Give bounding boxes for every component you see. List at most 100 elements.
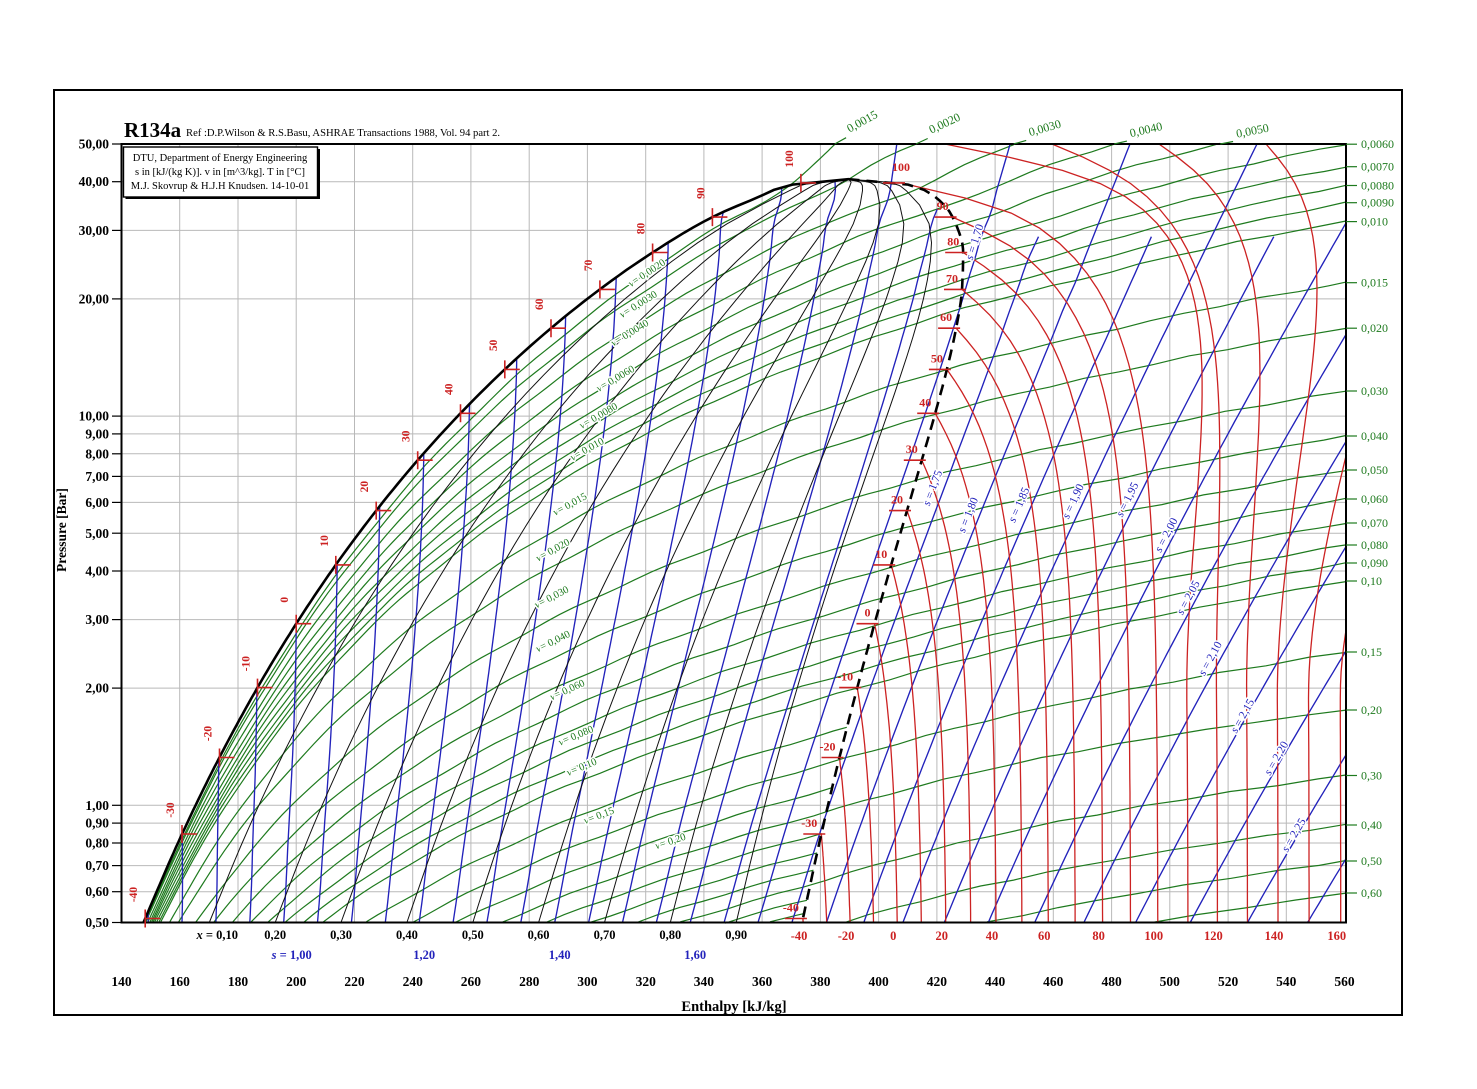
svg-text:0,60: 0,60 bbox=[528, 928, 550, 942]
svg-text:1,00: 1,00 bbox=[85, 798, 109, 813]
svg-text:50,00: 50,00 bbox=[79, 137, 110, 152]
svg-text:120: 120 bbox=[1204, 929, 1223, 943]
svg-text:0,60: 0,60 bbox=[1361, 886, 1382, 900]
svg-text:-10: -10 bbox=[241, 656, 253, 672]
svg-text:0,050: 0,050 bbox=[1361, 463, 1388, 477]
svg-text:160: 160 bbox=[1327, 929, 1346, 943]
svg-text:0,70: 0,70 bbox=[594, 928, 616, 942]
svg-text:-30: -30 bbox=[801, 816, 817, 830]
svg-text:-20: -20 bbox=[838, 929, 855, 943]
svg-text:20: 20 bbox=[891, 493, 903, 507]
svg-text:-20: -20 bbox=[820, 740, 836, 754]
svg-text:Pressure [Bar]: Pressure [Bar] bbox=[54, 488, 69, 572]
svg-text:0,50: 0,50 bbox=[85, 915, 109, 930]
svg-text:10: 10 bbox=[875, 547, 887, 561]
svg-text:100: 100 bbox=[1144, 929, 1163, 943]
svg-text:80: 80 bbox=[1092, 929, 1105, 943]
svg-text:0,0070: 0,0070 bbox=[1361, 160, 1394, 174]
svg-text:30: 30 bbox=[401, 430, 413, 442]
svg-text:520: 520 bbox=[1218, 974, 1239, 989]
svg-text:0: 0 bbox=[865, 606, 871, 620]
svg-text:440: 440 bbox=[985, 974, 1006, 989]
svg-text:Enthalpy [kJ/kg]: Enthalpy [kJ/kg] bbox=[681, 999, 786, 1015]
svg-text:6,00: 6,00 bbox=[85, 495, 109, 510]
svg-text:260: 260 bbox=[461, 974, 482, 989]
svg-text:50: 50 bbox=[488, 339, 500, 351]
svg-text:200: 200 bbox=[286, 974, 307, 989]
svg-text:0,40: 0,40 bbox=[396, 928, 418, 942]
svg-text:20: 20 bbox=[359, 481, 371, 493]
svg-text:40,00: 40,00 bbox=[79, 174, 110, 189]
svg-text:70: 70 bbox=[583, 259, 595, 271]
svg-text:s in [kJ/(kg K)]. v in [m^3/kg: s in [kJ/(kg K)]. v in [m^3/kg]. T in [°… bbox=[135, 167, 305, 178]
svg-text:70: 70 bbox=[946, 271, 958, 285]
svg-text:4,00: 4,00 bbox=[85, 564, 109, 579]
svg-text:-40: -40 bbox=[783, 901, 799, 915]
svg-text:0,080: 0,080 bbox=[1361, 538, 1388, 552]
svg-text:0,0050: 0,0050 bbox=[1235, 121, 1270, 141]
svg-text:540: 540 bbox=[1276, 974, 1297, 989]
svg-text:480: 480 bbox=[1101, 974, 1122, 989]
svg-text:140: 140 bbox=[1265, 929, 1284, 943]
svg-text:50: 50 bbox=[931, 351, 943, 365]
svg-text:300: 300 bbox=[577, 974, 598, 989]
svg-text:40: 40 bbox=[919, 395, 931, 409]
svg-text:240: 240 bbox=[403, 974, 424, 989]
svg-text:x = 0,10: x = 0,10 bbox=[196, 928, 239, 942]
svg-text:0,50: 0,50 bbox=[1361, 854, 1382, 868]
svg-text:360: 360 bbox=[752, 974, 773, 989]
svg-text:1,40: 1,40 bbox=[549, 948, 571, 962]
svg-text:280: 280 bbox=[519, 974, 540, 989]
svg-text:0,80: 0,80 bbox=[659, 928, 681, 942]
svg-text:100: 100 bbox=[784, 150, 796, 168]
svg-text:10: 10 bbox=[319, 535, 331, 547]
svg-text:0,010: 0,010 bbox=[1361, 215, 1388, 229]
svg-text:0,0060: 0,0060 bbox=[1361, 137, 1394, 151]
svg-text:0,40: 0,40 bbox=[1361, 818, 1382, 832]
svg-text:320: 320 bbox=[636, 974, 657, 989]
svg-text:0,030: 0,030 bbox=[1361, 384, 1388, 398]
svg-text:-40: -40 bbox=[791, 929, 808, 943]
svg-text:0: 0 bbox=[890, 929, 896, 943]
svg-text:400: 400 bbox=[868, 974, 889, 989]
svg-text:60: 60 bbox=[1038, 929, 1051, 943]
svg-text:90: 90 bbox=[695, 187, 707, 199]
svg-text:0,50: 0,50 bbox=[462, 928, 484, 942]
svg-text:0,30: 0,30 bbox=[330, 928, 352, 942]
svg-text:0,90: 0,90 bbox=[725, 928, 747, 942]
svg-text:220: 220 bbox=[344, 974, 365, 989]
svg-text:340: 340 bbox=[694, 974, 715, 989]
svg-text:9,00: 9,00 bbox=[85, 426, 109, 441]
svg-text:R134a: R134a bbox=[124, 118, 182, 142]
svg-text:180: 180 bbox=[228, 974, 249, 989]
svg-text:5,00: 5,00 bbox=[85, 526, 109, 541]
svg-text:Ref :D.P.Wilson & R.S.Basu, AS: Ref :D.P.Wilson & R.S.Basu, ASHRAE Trans… bbox=[186, 128, 500, 139]
svg-text:20,00: 20,00 bbox=[79, 291, 110, 306]
svg-text:0,070: 0,070 bbox=[1361, 516, 1388, 530]
svg-text:100: 100 bbox=[892, 160, 910, 174]
svg-text:M.J. Skovrup & H.J.H Knudsen.: M.J. Skovrup & H.J.H Knudsen. 14-10-01 bbox=[131, 181, 310, 192]
svg-text:0,060: 0,060 bbox=[1361, 492, 1388, 506]
svg-text:500: 500 bbox=[1160, 974, 1181, 989]
svg-text:80: 80 bbox=[947, 235, 959, 249]
svg-text:380: 380 bbox=[810, 974, 831, 989]
svg-text:90: 90 bbox=[937, 199, 949, 213]
svg-text:0: 0 bbox=[279, 597, 291, 603]
svg-text:0,020: 0,020 bbox=[1361, 321, 1388, 335]
svg-text:-10: -10 bbox=[837, 670, 853, 684]
svg-text:0,30: 0,30 bbox=[1361, 769, 1382, 783]
svg-text:460: 460 bbox=[1043, 974, 1064, 989]
svg-text:560: 560 bbox=[1334, 974, 1355, 989]
svg-text:40: 40 bbox=[444, 383, 456, 395]
svg-text:0,015: 0,015 bbox=[1361, 276, 1388, 290]
svg-text:0,0090: 0,0090 bbox=[1361, 196, 1394, 210]
svg-text:140: 140 bbox=[111, 974, 132, 989]
svg-text:-40: -40 bbox=[128, 887, 140, 903]
svg-text:10,00: 10,00 bbox=[79, 409, 110, 424]
svg-text:2,00: 2,00 bbox=[85, 681, 109, 696]
svg-text:30: 30 bbox=[906, 442, 918, 456]
svg-text:30,00: 30,00 bbox=[79, 223, 110, 238]
svg-text:0,040: 0,040 bbox=[1361, 429, 1388, 443]
svg-text:0,20: 0,20 bbox=[264, 928, 286, 942]
svg-text:40: 40 bbox=[986, 929, 999, 943]
